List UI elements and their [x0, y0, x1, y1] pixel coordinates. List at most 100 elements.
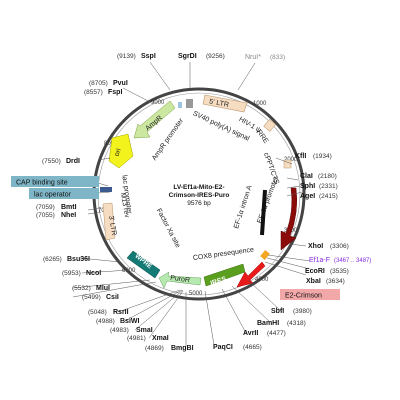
site-xbai-pos: (3634) — [326, 278, 345, 285]
site-avrii-pos: (4477) — [267, 330, 286, 337]
site-bamhi-pos: (4318) — [287, 320, 306, 327]
ltr3-feature[interactable] — [102, 202, 116, 241]
rre-label: RRE — [255, 129, 269, 145]
site-bsiwi-name[interactable]: BsiWI — [120, 318, 140, 325]
site-paqci-pos: (4665) — [243, 344, 262, 351]
e2-crimson-arrow[interactable] — [236, 261, 266, 288]
e2-crimson-label: E2-Crimson — [285, 293, 322, 300]
site-xbai-name[interactable]: XbaI — [306, 278, 321, 285]
site-smai-name[interactable]: SmaI — [136, 327, 153, 334]
ires-label: IRES — [210, 276, 228, 288]
sv40-label: SV40 poly(A) signal — [192, 110, 251, 143]
site-drdi-name[interactable]: DrdI — [66, 158, 80, 165]
rre-block — [263, 119, 276, 132]
site-bmti-name[interactable]: BmtI — [61, 204, 77, 211]
plasmid-name-line2: Crimson-IRES-Puro — [169, 192, 230, 199]
e2-crimson-box[interactable] — [280, 289, 340, 300]
site-bsu36i-pos: (6265) — [43, 256, 62, 263]
cox8-label: COX8 presequence — [193, 247, 255, 263]
site-nrui-name[interactable]: NruI* — [245, 54, 261, 61]
site-sgrdi-name[interactable]: SgrDI — [178, 53, 197, 60]
site-fspi-name[interactable]: FspI — [108, 89, 122, 96]
tick-9000: 9000 — [151, 100, 165, 106]
site-nhei-pos: (7055) — [36, 212, 55, 219]
ltr5-label: 5' LTR — [209, 98, 230, 108]
site-rsrii-name[interactable]: RsrII — [113, 309, 129, 316]
site-sbfi-name[interactable]: SbfI — [271, 308, 284, 315]
plasmid-length: 9576 bp — [187, 200, 211, 207]
site-sphi-pos: (2331) — [319, 183, 338, 190]
site-bmgbi-name[interactable]: BmgBI — [171, 345, 194, 352]
site-csii-pos: (5499) — [82, 294, 101, 301]
factor-xa-label: Factor Xa site — [155, 208, 182, 250]
site-avrii-name[interactable]: AvrII — [243, 330, 258, 337]
marker-grey — [186, 99, 193, 108]
marker-blue — [178, 102, 182, 108]
site-xmai-pos: (4981) — [127, 335, 146, 342]
site-agei-pos: (2415) — [319, 193, 338, 200]
plasmid-name-line1: LV-Ef1a-Mito-E2- — [173, 184, 224, 191]
ires-arrow[interactable] — [203, 263, 246, 287]
site-kfli-name[interactable]: KflI — [295, 153, 306, 160]
lac-operator-mark — [100, 187, 112, 192]
ampr-arrow[interactable] — [133, 100, 176, 139]
cap-binding-box[interactable] — [11, 176, 99, 187]
site-xmai-name[interactable]: XmaI — [152, 335, 169, 342]
site-clai-name[interactable]: ClaI — [300, 173, 313, 180]
tick-1000: 1000 — [253, 101, 267, 107]
site-pvui-name[interactable]: PvuI — [113, 80, 128, 87]
lac-operator-box[interactable] — [29, 188, 99, 199]
ef1a-promoter-arrow[interactable] — [280, 187, 297, 251]
ori-feature[interactable] — [108, 133, 134, 169]
cap-binding-label: CAP binding site — [16, 180, 68, 187]
site-sphi-name[interactable]: SphI — [300, 183, 315, 190]
site-bamhi-name[interactable]: BamHI — [257, 320, 279, 327]
ef1a-f-primer-mark — [260, 250, 270, 260]
site-ecori-pos: (3535) — [330, 268, 349, 275]
site-sbfi-pos: (3980) — [293, 308, 312, 315]
puror-arrow[interactable] — [158, 271, 202, 289]
tick-5000: 5000 — [189, 291, 203, 297]
ef1a-promoter-label: EF-1α promoter — [256, 175, 280, 224]
site-smai-pos: (4983) — [110, 327, 129, 334]
site-paqci-name[interactable]: PaqCI — [213, 344, 233, 351]
leader-lines — [72, 61, 311, 346]
site-bmgbi-pos: (4869) — [145, 345, 164, 352]
ltr5-feature[interactable] — [202, 94, 248, 113]
primer-ef1a-f-pos: (3467 .. 3487) — [334, 258, 371, 264]
site-bmti-pos: (7059) — [36, 204, 55, 211]
site-mlui-name[interactable]: MluI — [96, 285, 110, 292]
site-pvui-pos: (8705) — [89, 80, 108, 87]
site-nrui-pos: (833) — [270, 54, 285, 61]
tick-4000: 4000 — [255, 277, 269, 283]
site-agei-name[interactable]: AgeI — [300, 193, 315, 200]
site-bsu36i-name[interactable]: Bsu36I — [67, 256, 90, 263]
lac-operator-label: lac operator — [34, 192, 72, 199]
site-sspi-pos: (9139) — [117, 53, 136, 60]
cppt-block — [283, 159, 292, 169]
site-kfli-pos: (1934) — [313, 153, 332, 160]
wpre-feature[interactable] — [126, 250, 161, 279]
site-sgrdi-pos: (9256) — [206, 53, 225, 60]
m13rev-label: M13 rev — [119, 192, 130, 219]
ori-label: ori — [114, 147, 123, 157]
ltr3-label: 3' LTR — [107, 215, 117, 236]
site-fspi-pos: (8557) — [84, 89, 103, 96]
site-nhei-name[interactable]: NheI — [61, 212, 76, 219]
ef1a-intron-arrow — [260, 189, 267, 236]
site-ecori-name[interactable]: EcoRI — [305, 268, 325, 275]
site-sspi-name[interactable]: SspI — [141, 53, 156, 60]
site-rsrii-pos: (5048) — [88, 309, 107, 316]
site-ncoi-name[interactable]: NcoI — [86, 270, 101, 277]
tick-6000: 6000 — [122, 268, 136, 274]
puror-label: PuroR — [170, 275, 191, 285]
site-mlui-pos: (5532) — [72, 285, 91, 292]
site-xhoi-pos: (3306) — [330, 243, 349, 250]
site-csii-name[interactable]: CsiI — [106, 294, 119, 301]
ef1a-intron-label: EF-1α intron A — [233, 184, 254, 229]
site-clai-pos: (2180) — [318, 173, 337, 180]
site-drdi-pos: (7550) — [42, 158, 61, 165]
primer-ef1a-f-name[interactable]: Ef1a-F — [309, 257, 330, 264]
site-xhoi-name[interactable]: XhoI — [308, 243, 323, 250]
